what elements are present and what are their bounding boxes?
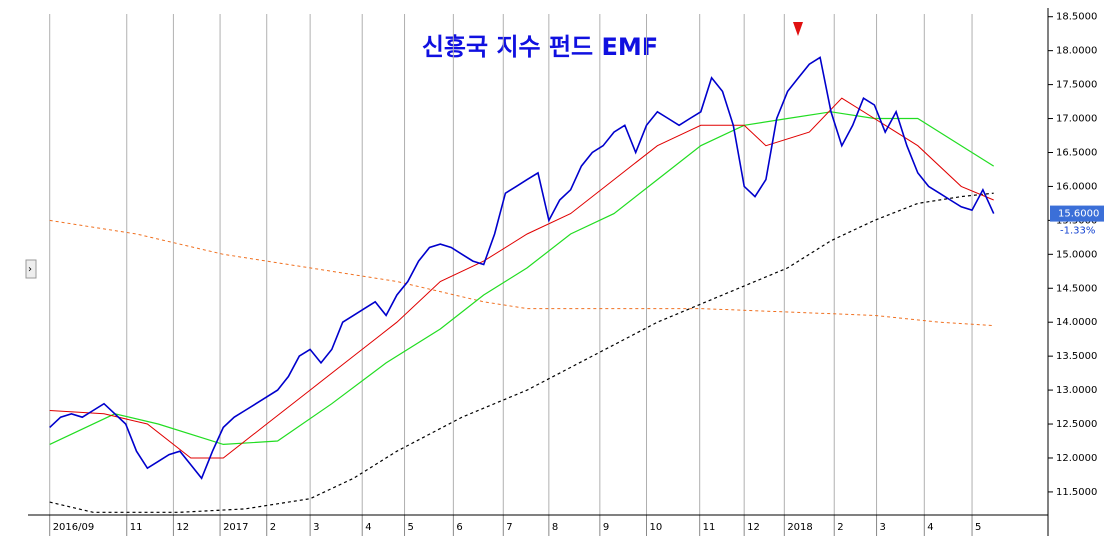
x-tick-label: 2018 (787, 522, 812, 533)
x-tick-label: 9 (603, 522, 609, 533)
x-tick-label: 7 (506, 522, 512, 533)
y-tick-label: 13.5000 (1056, 351, 1097, 362)
series-line (49, 56, 995, 480)
x-tick-label: 3 (880, 522, 886, 533)
x-tick-label: 5 (975, 522, 981, 533)
y-tick-label: 18.5000 (1056, 12, 1097, 23)
y-tick-label: 18.0000 (1056, 46, 1097, 57)
change-label: -1.33% (1060, 226, 1095, 237)
x-tick-label: 2 (270, 522, 276, 533)
x-tick-label: 12 (176, 522, 189, 533)
y-tick-label: 12.0000 (1056, 453, 1097, 464)
x-tick-label: 2 (837, 522, 843, 533)
x-tick-label: 6 (456, 522, 462, 533)
series-line (49, 192, 994, 513)
x-tick-label: 3 (313, 522, 319, 533)
y-tick-label: 14.5000 (1056, 283, 1097, 294)
y-tick-label: 12.5000 (1056, 419, 1097, 430)
x-tick-label: 2017 (223, 522, 248, 533)
x-tick-label: 11 (130, 522, 143, 533)
x-tick-label: 11 (703, 522, 716, 533)
series-line (49, 97, 994, 459)
x-tick-label: 4 (365, 522, 371, 533)
x-tick-label: 4 (927, 522, 933, 533)
last-value-label: 15.6000 (1058, 209, 1099, 220)
x-tick-label: 5 (408, 522, 414, 533)
x-tick-label: 12 (747, 522, 760, 533)
y-tick-label: 17.5000 (1056, 80, 1097, 91)
y-tick-label: 15.0000 (1056, 249, 1097, 260)
y-tick-label: 17.0000 (1056, 114, 1097, 125)
left-strip (26, 8, 48, 524)
y-tick-label: 16.0000 (1056, 181, 1097, 192)
last-value-box (1050, 205, 1104, 222)
peak-arrow (793, 22, 803, 36)
expand-button[interactable] (25, 259, 37, 279)
expand-icon: › (28, 264, 32, 275)
x-tick-label: 10 (650, 522, 663, 533)
x-tick-label: 8 (552, 522, 558, 533)
y-tick-label: 11.5000 (1056, 487, 1097, 498)
y-tick-label: 13.0000 (1056, 385, 1097, 396)
chart-title: 신흥국 지수 펀드 EMF (422, 33, 658, 61)
y-tick-label: 14.0000 (1056, 317, 1097, 328)
y-tick-label: 16.5000 (1056, 147, 1097, 158)
x-tick-label: 2016/09 (53, 522, 95, 533)
